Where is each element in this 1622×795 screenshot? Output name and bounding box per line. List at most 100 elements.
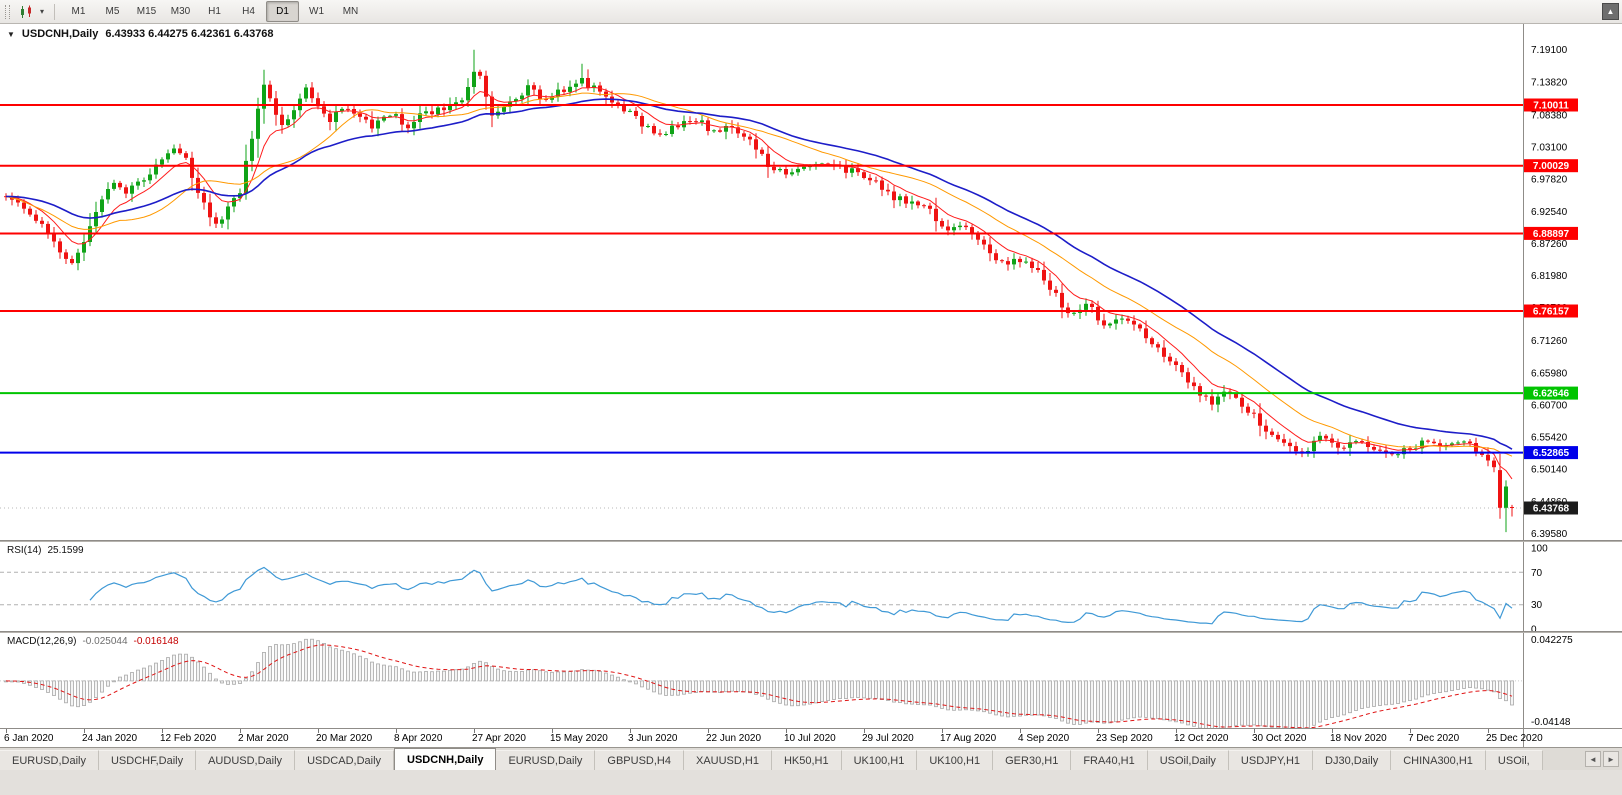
pane-splitter[interactable]: [0, 631, 1622, 633]
chart-tab-usoil[interactable]: USOil,: [1485, 750, 1543, 770]
date-tick: [318, 729, 319, 733]
timeframe-button-mn[interactable]: MN: [342, 6, 359, 17]
date-label: 30 Oct 2020: [1252, 733, 1307, 744]
date-tick: [942, 729, 943, 733]
chart-tab-china300-h1[interactable]: CHINA300,H1: [1391, 750, 1486, 770]
price-tag: [1524, 501, 1578, 515]
price-tag-label: 7.00029: [1533, 161, 1570, 172]
timeframe-buttons: M1 M5 M15 M30 H1 H4 D1 W1 MN: [62, 1, 367, 22]
chart-tab-uk100-h1[interactable]: UK100,H1: [841, 750, 918, 770]
price-tag-label: 6.88897: [1533, 229, 1570, 240]
date-tick: [1488, 729, 1489, 733]
chart-tab-gbpusd-h4[interactable]: GBPUSD,H4: [595, 750, 684, 770]
price-tag-label: 6.76157: [1533, 307, 1570, 318]
date-label: 15 May 2020: [550, 733, 608, 744]
price-axis-label: 6.60700: [1531, 401, 1568, 412]
date-label: 18 Nov 2020: [1330, 733, 1387, 744]
chart-tab-audusd-daily[interactable]: AUDUSD,Daily: [196, 750, 296, 770]
rsi-axis-label: 0: [1531, 625, 1537, 632]
macd-signal-line: [5, 644, 1513, 728]
chart-tab-usdjpy-h1[interactable]: USDJPY,H1: [1228, 750, 1314, 770]
horizontal-level-lines[interactable]: [0, 104, 1523, 454]
rsi-pane-canvas[interactable]: 100 70 30 0: [0, 542, 1622, 631]
date-tick: [708, 729, 709, 733]
time-axis[interactable]: 6 Jan 2020 24 Jan 2020 12 Feb 2020 2 Mar 20…: [0, 728, 1622, 748]
timeframe-button-w1[interactable]: W1: [309, 6, 324, 17]
tab-scroll-right-icon[interactable]: ►: [1603, 751, 1619, 767]
rsi-name: RSI(14): [7, 545, 42, 556]
axis-separator: [1523, 729, 1524, 748]
chart-tab-usdchf-daily[interactable]: USDCHF,Daily: [98, 750, 197, 770]
scroll-up-icon[interactable]: ▲: [1602, 3, 1619, 20]
date-label: 4 Sep 2020: [1018, 733, 1070, 744]
symbol-period-label: USDCNH,Daily: [21, 28, 99, 40]
chart-tab-eurusd-daily[interactable]: EURUSD,Daily: [496, 750, 596, 770]
chart-region: 7.19100 7.13820 7.08380 7.03100 6.97820 6.925…: [0, 24, 1622, 748]
macd-name: MACD(12,26,9): [7, 636, 77, 647]
chart-tab-usoil-daily[interactable]: USOil,Daily: [1147, 750, 1229, 770]
tab-scroll-controls: ◄ ►: [1585, 748, 1622, 770]
date-tick: [84, 729, 85, 733]
rsi-axis-label: 30: [1531, 600, 1543, 611]
chart-tab-xauusd-h1[interactable]: XAUUSD,H1: [683, 750, 772, 770]
price-chart-canvas[interactable]: 7.19100 7.13820 7.08380 7.03100 6.97820 6.925…: [0, 24, 1622, 540]
date-tick: [864, 729, 865, 733]
price-axis-label: 6.50140: [1531, 465, 1568, 476]
chart-tab-hk50-h1[interactable]: HK50,H1: [771, 750, 842, 770]
price-tag: [1524, 159, 1578, 173]
timeframe-button-h1[interactable]: H1: [208, 6, 221, 17]
date-label: 27 Apr 2020: [472, 733, 526, 744]
chart-tab-uk100-h1[interactable]: UK100,H1: [917, 750, 994, 770]
date-tick: [396, 729, 397, 733]
chart-tab-eurusd-daily[interactable]: EURUSD,Daily: [0, 750, 99, 770]
price-tag: [1524, 446, 1578, 460]
macd-main-value: -0.025044: [82, 636, 128, 647]
macd-histogram: [4, 638, 1514, 728]
price-tag-label: 6.52865: [1533, 448, 1570, 459]
date-tick: [552, 729, 553, 733]
date-tick: [6, 729, 7, 733]
price-axis-label: 7.19100: [1531, 45, 1568, 56]
date-label: 3 Jun 2020: [628, 733, 678, 744]
chart-tab-fra40-h1[interactable]: FRA40,H1: [1071, 750, 1148, 770]
chevron-down-icon[interactable]: ▾: [39, 7, 44, 16]
toolbar-grip[interactable]: [5, 4, 10, 19]
rsi-line: [89, 566, 1513, 625]
status-bar: [0, 770, 1622, 795]
date-label: 12 Oct 2020: [1174, 733, 1229, 744]
macd-pane-canvas[interactable]: 0.042275 -0.04148: [0, 633, 1622, 728]
chart-tab-usdcad-daily[interactable]: USDCAD,Daily: [295, 750, 395, 770]
price-tag-label: 6.62646: [1533, 389, 1570, 400]
date-label: 6 Jan 2020: [4, 733, 54, 744]
timeframe-button-m5[interactable]: M5: [105, 6, 120, 17]
date-tick: [474, 729, 475, 733]
timeframe-button-m1[interactable]: M1: [71, 6, 86, 17]
timeframe-button-m15[interactable]: M15: [136, 6, 157, 17]
chart-tabs-bar: EURUSD,Daily USDCHF,Daily AUDUSD,Daily USDC…: [0, 747, 1622, 770]
price-tag: [1524, 304, 1578, 318]
macd-label: MACD(12,26,9) -0.025044 -0.016148: [7, 636, 179, 647]
timeframe-button-d1[interactable]: D1: [266, 1, 299, 22]
price-axis-label: 6.97820: [1531, 175, 1568, 186]
price-axis-label: 7.03100: [1531, 143, 1568, 154]
chart-tab-ger30-h1[interactable]: GER30,H1: [993, 750, 1072, 770]
price-axis-label: 7.08380: [1531, 110, 1568, 121]
date-tick: [1410, 729, 1411, 733]
price-tag: [1524, 386, 1578, 400]
collapse-icon[interactable]: ▼: [7, 29, 15, 39]
price-tag: [1524, 226, 1578, 240]
chart-tab-dj30-daily[interactable]: DJ30,Daily: [1313, 750, 1392, 770]
chart-tab-usdcnh-daily[interactable]: USDCNH,Daily: [394, 748, 497, 770]
macd-axis-label: 0.042275: [1531, 635, 1573, 646]
timeframe-button-m30[interactable]: M30: [170, 6, 191, 17]
price-axis-label: 6.71260: [1531, 336, 1568, 347]
pane-splitter[interactable]: [0, 540, 1622, 542]
macd-axis-bg: [1523, 633, 1622, 728]
price-axis-label: 7.13820: [1531, 77, 1568, 88]
timeframe-button-h4[interactable]: H4: [242, 6, 255, 17]
ma-slow-line: [5, 98, 1513, 450]
date-label: 22 Jun 2020: [706, 733, 762, 744]
candlestick-chart-icon[interactable]: [17, 4, 35, 20]
tab-scroll-left-icon[interactable]: ◄: [1585, 751, 1601, 767]
